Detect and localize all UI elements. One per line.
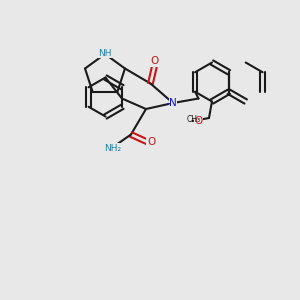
Text: O: O: [147, 137, 155, 147]
Text: O: O: [151, 56, 159, 66]
Text: NH: NH: [98, 49, 112, 58]
Text: O: O: [194, 116, 202, 126]
Text: NH₂: NH₂: [104, 143, 122, 152]
Text: N: N: [169, 98, 177, 108]
Text: CH₃: CH₃: [187, 115, 201, 124]
